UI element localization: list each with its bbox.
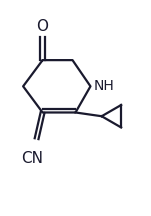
Text: CN: CN <box>21 151 43 166</box>
Text: O: O <box>37 19 49 34</box>
Text: NH: NH <box>93 79 114 93</box>
